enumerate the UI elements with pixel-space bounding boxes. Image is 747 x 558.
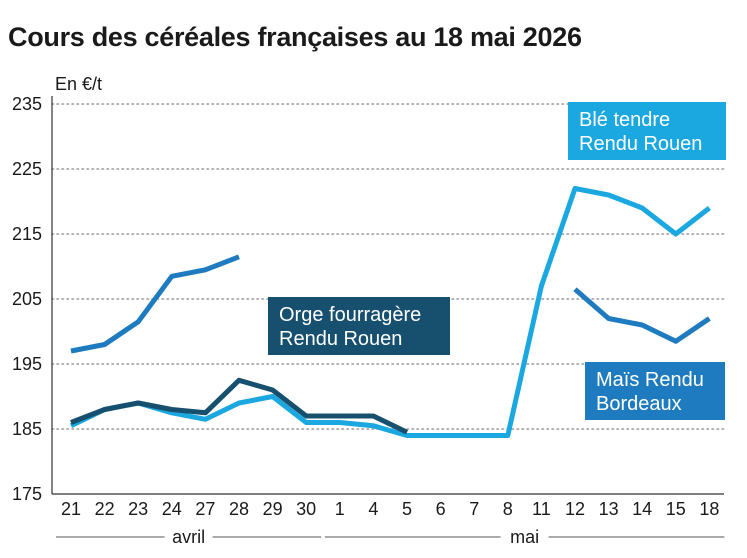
x-tick-label: 22 (95, 499, 115, 519)
series-label-text: Rendu Rouen (279, 328, 402, 350)
x-tick-label: 23 (128, 499, 148, 519)
month-label: avril (172, 527, 205, 547)
series-lines (69, 186, 711, 438)
x-tick-label: 8 (503, 499, 513, 519)
chart-title: Cours des céréales françaises au 18 mai … (8, 22, 582, 52)
series-label-box (268, 297, 450, 355)
y-tick-label: 215 (12, 224, 42, 244)
series-line (573, 287, 711, 344)
series-label-text: Bordeaux (596, 393, 682, 415)
x-tick-label: 30 (296, 499, 316, 519)
x-tick-label: 13 (599, 499, 619, 519)
y-tick-label: 235 (12, 94, 42, 114)
x-tick-label: 29 (263, 499, 283, 519)
series-label-text: Orge fourragère (279, 304, 421, 326)
series-label-box (585, 362, 725, 420)
y-tick-label: 175 (12, 484, 42, 504)
x-axis-ticks: 21 22 23 24 27 28 29 30 1 4 5 6 7 8 11 12 13 14 15 18 (61, 499, 719, 519)
y-tick-label: 185 (12, 419, 42, 439)
axes (51, 96, 724, 495)
month-groups: avril mai (56, 527, 725, 547)
series-label-text: Blé tendre (579, 109, 670, 131)
y-tick-label: 225 (12, 159, 42, 179)
series-label-text: Rendu Rouen (579, 133, 702, 155)
x-tick-label: 28 (229, 499, 249, 519)
x-tick-label: 5 (402, 499, 412, 519)
month-label: mai (510, 527, 539, 547)
x-tick-label: 12 (565, 499, 585, 519)
y-axis-ticks: 175 185 195 205 215 225 235 (12, 94, 42, 504)
y-tick-label: 205 (12, 289, 42, 309)
series-line (69, 186, 711, 438)
y-axis-unit-label: En €/t (55, 74, 102, 94)
x-tick-label: 11 (532, 499, 551, 519)
x-tick-label: 7 (469, 499, 479, 519)
x-tick-label: 1 (335, 499, 345, 519)
x-tick-label: 14 (632, 499, 652, 519)
x-tick-label: 15 (666, 499, 686, 519)
series-label-box (568, 102, 726, 160)
series-line (70, 377, 409, 435)
series-line (70, 254, 240, 354)
x-tick-label: 21 (61, 499, 81, 519)
x-tick-label: 18 (699, 499, 719, 519)
x-tick-label: 6 (436, 499, 446, 519)
x-tick-label: 27 (195, 499, 215, 519)
series-label-text: Maïs Rendu (596, 369, 704, 391)
x-tick-label: 24 (162, 499, 182, 519)
y-tick-label: 195 (12, 354, 42, 374)
x-tick-label: 4 (368, 499, 378, 519)
